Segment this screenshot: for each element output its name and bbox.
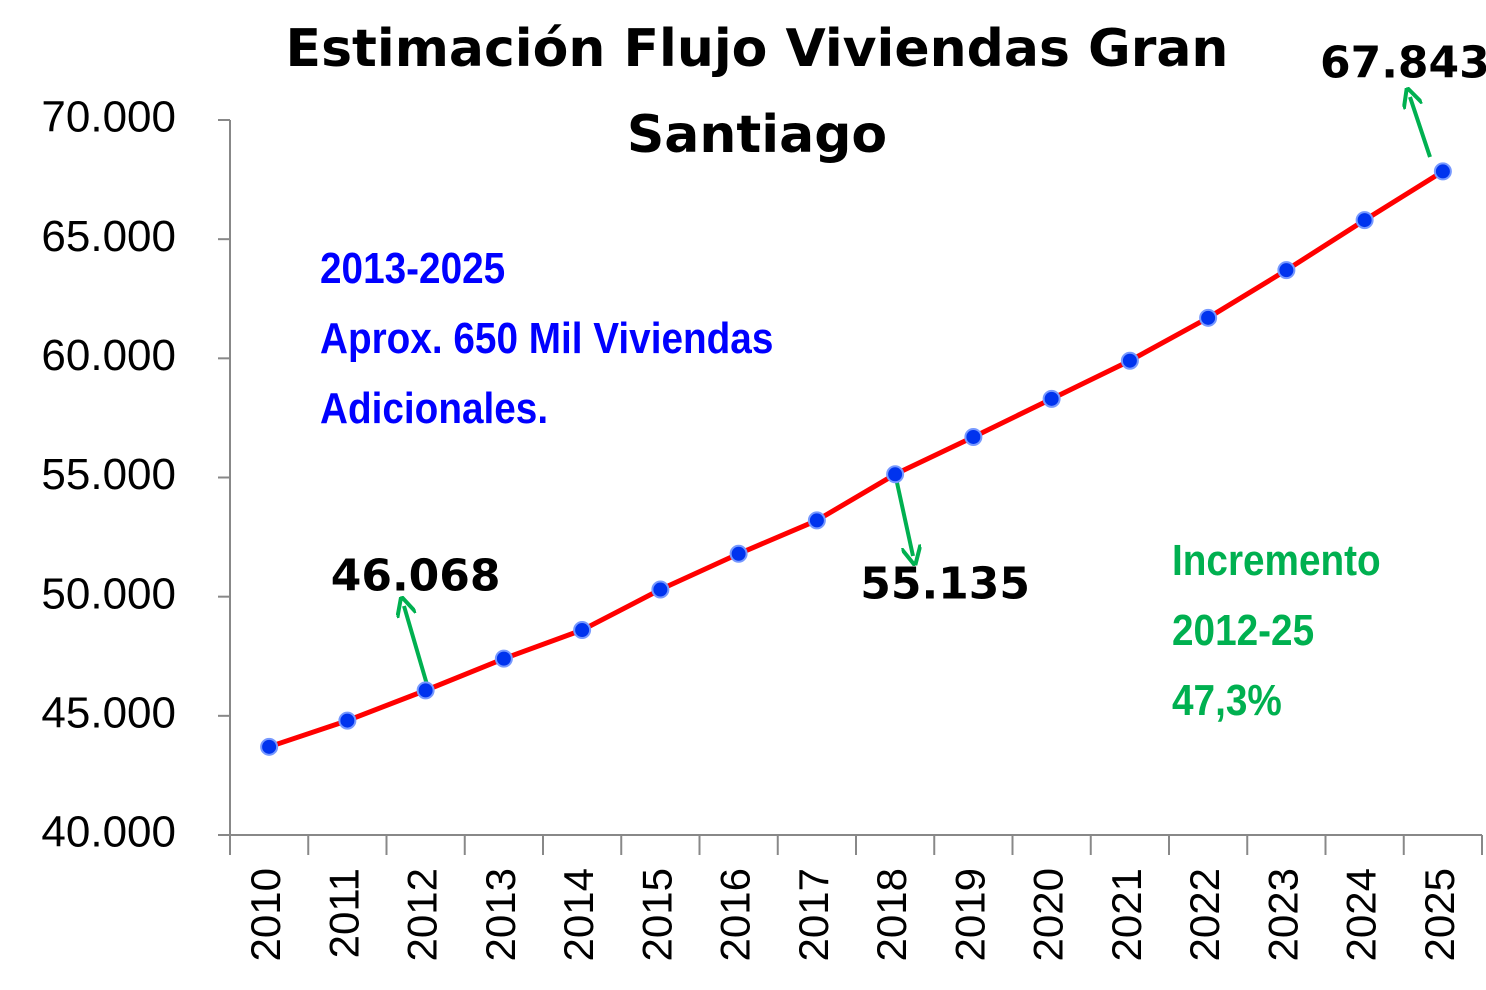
annotation-line: 47,3%: [1172, 676, 1282, 725]
y-tick-label: 40.000: [41, 808, 176, 857]
data-label: 55.135: [860, 558, 1030, 609]
arrow: [404, 606, 430, 689]
annotation-line: Incremento: [1172, 536, 1381, 585]
x-tick-label: 2025: [1416, 868, 1463, 961]
annotation-line: Adicionales.: [320, 384, 549, 433]
y-tick-label: 55.000: [41, 450, 176, 499]
x-tick-label: 2020: [1025, 868, 1072, 961]
x-tick-label: 2010: [242, 868, 289, 961]
annotation: 2013-2025 Aprox. 650 Mil Viviendas Adicion…: [320, 234, 773, 444]
x-tick-label: 2016: [712, 868, 759, 961]
y-tick-label: 70.000: [41, 93, 176, 142]
annotation-line: Aprox. 650 Mil Viviendas: [320, 314, 774, 363]
x-tick-label: 2015: [633, 868, 680, 961]
marker: [573, 621, 592, 640]
arrows: [404, 97, 1432, 689]
annotation-line: 2012-25: [1172, 606, 1315, 655]
x-tick-label: 2018: [868, 868, 915, 961]
x-tick-label: 2022: [1181, 868, 1228, 961]
x-tick-label: 2011: [320, 868, 367, 958]
marker: [807, 511, 826, 530]
data-label: 67.843: [1320, 37, 1486, 88]
y-tick-label: 50.000: [41, 569, 176, 618]
marker: [338, 711, 357, 730]
x-tick-label: 2024: [1338, 868, 1385, 961]
arrow: [894, 477, 913, 556]
x-tick-label: 2021: [1103, 868, 1150, 961]
marker: [1120, 351, 1139, 370]
marker: [729, 544, 748, 563]
marker: [886, 465, 905, 484]
x-tick-label: 2017: [790, 868, 837, 961]
marker: [1277, 261, 1296, 280]
marker: [1199, 308, 1218, 327]
marker: [1042, 389, 1061, 408]
line: [268, 169, 1445, 750]
marker: [651, 580, 670, 599]
marker: [416, 681, 435, 700]
x-tick-label: 2014: [555, 868, 602, 961]
x-tick-label: 2023: [1259, 868, 1306, 961]
x-tick-label: 2013: [477, 868, 524, 961]
y-tick-label: 60.000: [41, 331, 176, 380]
annotation-line: 2013-2025: [320, 244, 506, 293]
marker: [494, 649, 513, 668]
marker: [1355, 211, 1374, 230]
data-label: 46.068: [331, 550, 501, 601]
marker: [1433, 162, 1452, 181]
y-tick-label: 45.000: [41, 688, 176, 737]
chart-title: Estimación Flujo Viviendas Gran Santiago: [285, 19, 1229, 165]
marker: [260, 737, 279, 756]
annotation: Incremento 2012-25 47,3%: [1172, 526, 1381, 736]
arrow: [1410, 97, 1432, 158]
x-tick-label: 2012: [399, 868, 446, 961]
y-tick-label: 65.000: [41, 212, 176, 261]
x-tick-label: 2019: [946, 868, 993, 961]
marker: [964, 427, 983, 446]
